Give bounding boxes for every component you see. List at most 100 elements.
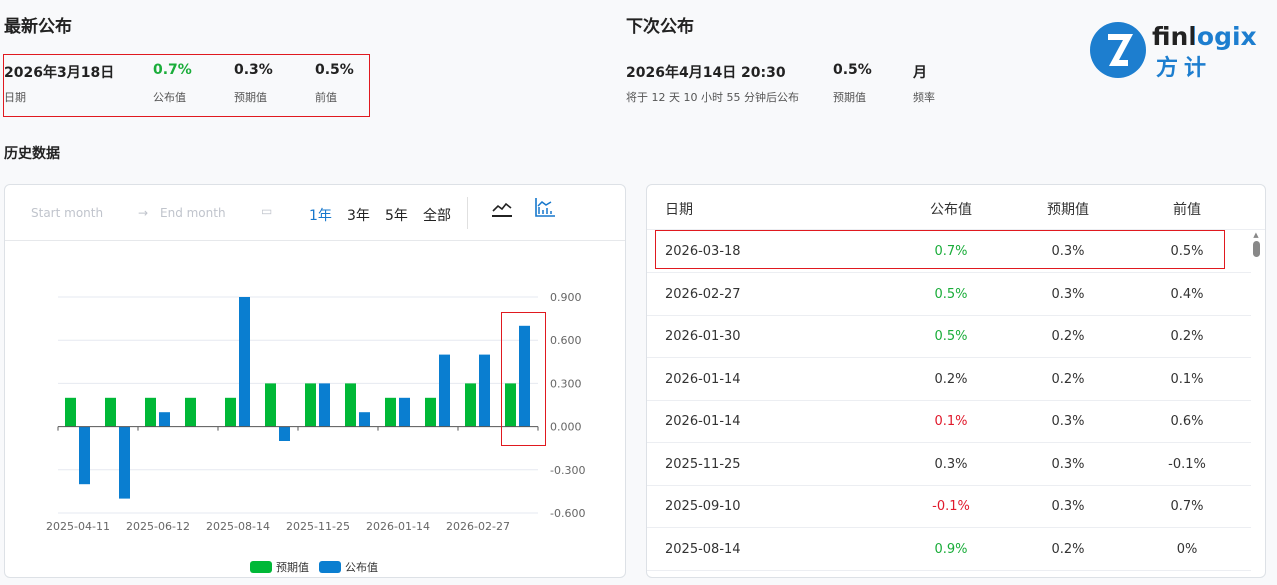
cell-date: 2026-01-14 [665, 371, 741, 387]
table-header: 日期 公布值 预期值 前值 [647, 185, 1265, 229]
latest-actual: 0.7% [153, 62, 192, 78]
bar-actual [119, 426, 130, 499]
table-row: 2026-03-18 0.7% 0.3% 0.5% [647, 230, 1251, 273]
bar-actual [279, 426, 290, 441]
bar-actual [239, 297, 250, 427]
calendar-icon[interactable]: ▭ [261, 204, 273, 218]
bar-forecast [505, 383, 516, 427]
bar-forecast [65, 397, 76, 427]
header-date: 日期 [665, 202, 693, 218]
cell-actual: 0.3% [934, 456, 968, 472]
latest-forecast: 0.3% [234, 62, 273, 78]
next-datetime: 2026年4月14日 20:30 [626, 65, 786, 81]
table-row: 2025-11-25 0.3% 0.3% -0.1% [647, 443, 1251, 486]
latest-date-label: 日期 [4, 91, 26, 104]
y-tick-label: -0.600 [550, 507, 585, 520]
cell-previous: 0.6% [1170, 414, 1204, 429]
cell-date: 2025-09-10 [665, 499, 741, 514]
arrow-right-icon: → [138, 206, 149, 220]
next-frequency: 月 [913, 65, 927, 81]
bar-forecast [265, 383, 276, 427]
next-title: 下次公布 [626, 17, 694, 37]
range-5y[interactable]: 5年 [385, 208, 408, 224]
x-tick-label: 2025-04-11 [46, 520, 110, 533]
cell-forecast: 0.2% [1051, 541, 1085, 557]
cell-forecast: 0.3% [1051, 456, 1085, 472]
bar-forecast [385, 397, 396, 427]
table-row: 2026-01-14 0.2% 0.2% 0.1% [647, 358, 1251, 401]
header-forecast: 预期值 [1047, 202, 1089, 218]
scrollbar-thumb[interactable] [1252, 241, 1260, 257]
bar-forecast [185, 397, 196, 427]
bar-actual [439, 354, 450, 427]
range-all[interactable]: 全部 [423, 208, 451, 224]
bar-forecast [145, 397, 156, 427]
latest-title: 最新公布 [4, 17, 72, 37]
y-tick-label: -0.300 [550, 464, 585, 477]
cell-actual: 0.9% [934, 541, 968, 557]
x-tick-label: 2025-11-25 [286, 520, 350, 533]
cell-previous: 0.5% [1170, 244, 1204, 259]
legend-swatch-forecast [250, 561, 272, 573]
next-forecast: 0.5% [833, 62, 872, 78]
cell-previous: 0.2% [1170, 329, 1204, 344]
legend-swatch-actual [319, 561, 341, 573]
bar-chart-icon[interactable] [534, 197, 556, 219]
bar-forecast [425, 397, 436, 427]
range-1y[interactable]: 1年 [309, 208, 332, 224]
cell-forecast: 0.2% [1051, 329, 1085, 344]
cell-forecast: 0.3% [1051, 414, 1085, 429]
range-3y[interactable]: 3年 [347, 208, 370, 224]
history-table: 日期 公布值 预期值 前值 2026-03-18 0.7% 0.3% 0.5% 2… [646, 184, 1266, 578]
bar-forecast [345, 383, 356, 427]
cell-forecast: 0.3% [1051, 244, 1085, 259]
table-row: 2025-09-10 -0.1% 0.3% 0.7% [647, 485, 1251, 528]
bar-actual [479, 354, 490, 427]
cell-previous: 0.7% [1170, 499, 1204, 514]
table-row: 2026-02-27 0.5% 0.3% 0.4% [647, 273, 1251, 316]
logo-mark-icon [1090, 22, 1146, 78]
bar-forecast [465, 383, 476, 427]
y-tick-label: 0.000 [550, 421, 582, 434]
y-tick-label: 0.900 [550, 291, 582, 304]
x-tick-label: 2026-02-27 [446, 520, 510, 533]
x-tick-label: 2026-01-14 [366, 520, 430, 533]
latest-highlight [3, 54, 370, 117]
logo-text-cn: 方计 [1156, 56, 1213, 81]
latest-actual-label: 公布值 [153, 91, 186, 104]
cell-date: 2026-03-18 [665, 244, 741, 259]
x-tick-label: 2025-08-14 [206, 520, 270, 533]
latest-previous: 0.5% [315, 62, 354, 78]
cell-actual: 0.7% [934, 244, 968, 259]
cell-date: 2026-01-14 [665, 414, 741, 429]
bar-actual [399, 397, 410, 427]
cell-actual: -0.1% [932, 499, 970, 514]
start-month-input[interactable]: Start month [31, 206, 104, 220]
latest-previous-label: 前值 [315, 91, 337, 104]
table-scrollbar[interactable]: ▲ [1251, 231, 1261, 577]
logo-text-en: finlogix [1152, 22, 1257, 51]
latest-date: 2026年3月18日 [4, 65, 115, 81]
chart-panel: Start month → End month ▭ 1年 3年 5年 全部 0.… [4, 184, 626, 578]
legend-forecast[interactable]: 预期值 [276, 561, 309, 574]
end-month-input[interactable]: End month [160, 206, 226, 220]
latest-row-highlight [655, 230, 1225, 269]
legend-actual[interactable]: 公布值 [345, 561, 378, 574]
cell-actual: 0.1% [934, 414, 968, 429]
cell-previous: -0.1% [1168, 456, 1206, 472]
cell-date: 2025-08-14 [665, 541, 741, 557]
cell-date: 2026-01-30 [665, 329, 741, 344]
x-tick-label: 2025-06-12 [126, 520, 190, 533]
bar-actual [359, 412, 370, 427]
chart-legend: 预期值 公布值 [250, 559, 378, 575]
latest-forecast-label: 预期值 [234, 91, 267, 104]
line-chart-icon[interactable] [491, 199, 513, 219]
bar-forecast [225, 397, 236, 427]
bar-actual [519, 325, 530, 427]
cell-forecast: 0.3% [1051, 286, 1085, 302]
cell-actual: 0.5% [934, 286, 968, 302]
cell-previous: 0.4% [1170, 286, 1204, 302]
next-frequency-label: 频率 [913, 91, 935, 104]
bar-forecast [105, 397, 116, 427]
table-row: 2026-01-14 0.1% 0.3% 0.6% [647, 400, 1251, 443]
